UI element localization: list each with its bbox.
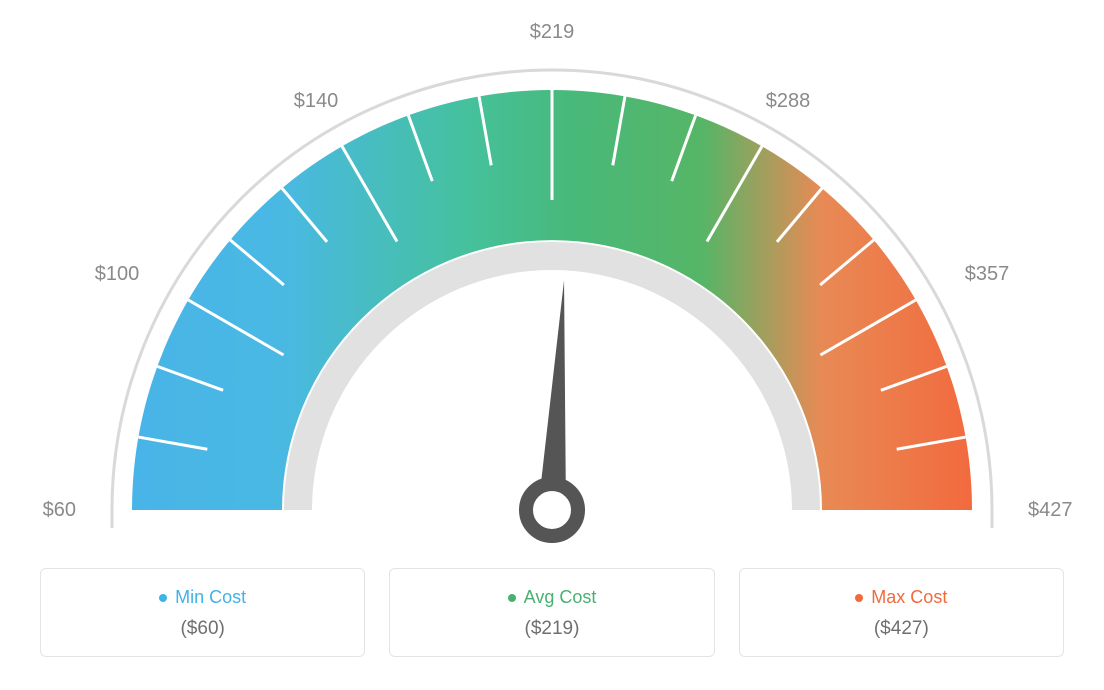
- legend-value-avg: ($219): [390, 618, 713, 640]
- gauge-tick-label: $427: [1028, 499, 1073, 521]
- legend-value-max: ($427): [740, 618, 1063, 640]
- gauge-tick-label: $357: [965, 263, 1010, 285]
- cost-gauge: $60 $100 $140 $219 $288 $357 $427: [0, 0, 1104, 560]
- gauge-tick-label: $140: [294, 90, 339, 112]
- legend-card-min: Min Cost ($60): [40, 568, 365, 657]
- gauge-needle: [538, 280, 566, 510]
- gauge-tick-label: $100: [95, 263, 140, 285]
- legend-row: Min Cost ($60) Avg Cost ($219) Max Cost …: [0, 568, 1104, 657]
- legend-label-max: Max Cost: [855, 587, 947, 608]
- gauge-tick-label: $288: [766, 90, 811, 112]
- legend-card-max: Max Cost ($427): [739, 568, 1064, 657]
- legend-value-min: ($60): [41, 618, 364, 640]
- legend-card-avg: Avg Cost ($219): [389, 568, 714, 657]
- gauge-needle-hub: [526, 484, 578, 536]
- legend-label-min: Min Cost: [159, 587, 246, 608]
- gauge-tick-label: $60: [43, 499, 76, 521]
- gauge-svg: $60 $100 $140 $219 $288 $357 $427: [0, 0, 1104, 560]
- gauge-tick-label: $219: [530, 21, 575, 43]
- legend-label-avg: Avg Cost: [508, 587, 597, 608]
